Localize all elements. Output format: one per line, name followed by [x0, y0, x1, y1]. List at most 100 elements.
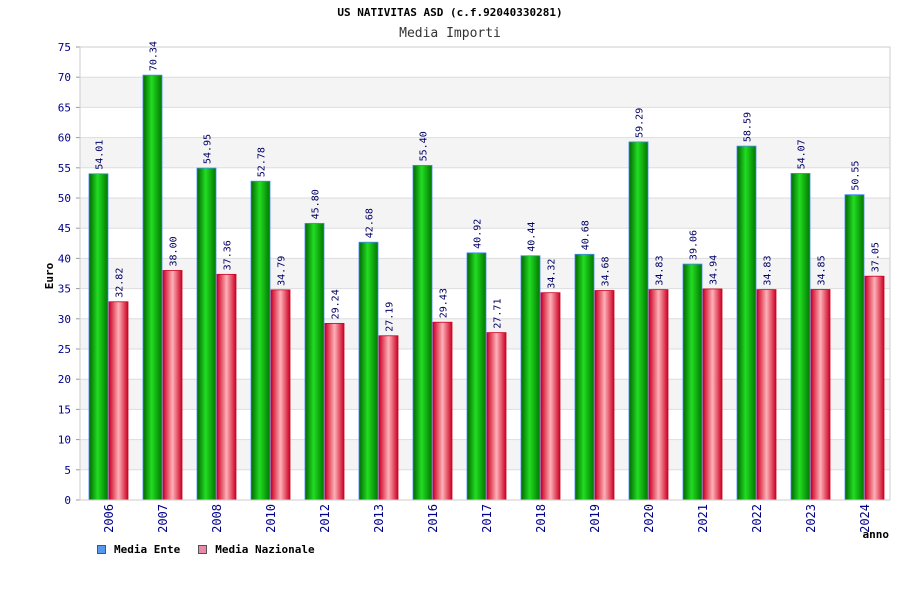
data-label: 70.34	[149, 41, 160, 71]
x-tick-label-2006: 2006	[102, 504, 116, 533]
legend-label-media-nazionale: Media Nazionale	[215, 543, 315, 556]
x-tick-label-2008: 2008	[210, 504, 224, 533]
data-label: 40.92	[473, 219, 484, 249]
data-label: 34.68	[601, 256, 612, 286]
bar-media-nazionale-2018	[540, 292, 561, 501]
bar-media-nazionale-2022	[756, 289, 777, 501]
x-tick-label-2020: 2020	[642, 504, 656, 533]
legend-swatch-media-nazionale	[198, 545, 208, 554]
bar-media-ente-2019	[574, 253, 595, 501]
data-label: 40.44	[527, 222, 538, 252]
data-label: 39.06	[689, 230, 700, 260]
bar-media-nazionale-2017	[486, 332, 507, 501]
data-label: 40.68	[581, 220, 592, 250]
y-tick-label: 40	[58, 252, 71, 265]
x-axis-label: anno	[863, 528, 890, 541]
bar-media-ente-2024	[844, 194, 865, 501]
data-label: 54.95	[203, 134, 214, 164]
bar-media-ente-2010	[250, 180, 271, 501]
data-label: 29.43	[439, 288, 450, 318]
bar-media-ente-2016	[412, 164, 433, 501]
bar-media-nazionale-2013	[378, 335, 399, 501]
y-axis-label: Euro	[43, 262, 56, 289]
x-tick-label-2007: 2007	[156, 504, 170, 533]
bar-media-ente-2018	[520, 255, 541, 501]
legend-swatch-media-ente	[97, 545, 106, 554]
y-tick-label: 55	[58, 162, 71, 175]
data-label: 34.94	[709, 255, 720, 285]
y-tick-label: 75	[58, 41, 71, 54]
x-tick-label-2023: 2023	[804, 504, 818, 533]
bar-media-ente-2023	[790, 173, 811, 501]
y-tick-label: 65	[58, 101, 71, 114]
data-label: 37.36	[223, 240, 234, 270]
data-label: 42.68	[365, 208, 376, 238]
chart-legend: Media Ente Media Nazionale	[97, 543, 315, 556]
bar-media-nazionale-2024	[864, 275, 885, 501]
y-tick-label: 70	[58, 71, 71, 84]
y-tick-label: 45	[58, 222, 71, 235]
x-tick-label-2010: 2010	[264, 504, 278, 533]
data-label: 50.55	[851, 161, 862, 191]
y-tick-label: 60	[58, 132, 71, 145]
x-tick-label-2017: 2017	[480, 504, 494, 533]
y-tick-label: 10	[58, 434, 71, 447]
y-tick-label: 50	[58, 192, 71, 205]
bar-media-nazionale-2006	[108, 301, 129, 501]
data-label: 29.24	[331, 289, 342, 319]
data-label: 32.82	[115, 268, 126, 298]
bar-media-nazionale-2020	[648, 289, 669, 501]
chart-title: US NATIVITAS ASD (c.f.92040330281)	[337, 6, 563, 19]
bar-media-nazionale-2023	[810, 289, 831, 501]
legend-item-media-ente: Media Ente	[97, 543, 180, 556]
bar-media-ente-2021	[682, 263, 703, 501]
bar-media-nazionale-2008	[216, 273, 237, 501]
data-label: 34.83	[655, 256, 666, 286]
y-tick-label: 35	[58, 283, 71, 296]
bar-media-ente-2017	[466, 252, 487, 501]
bar-media-nazionale-2019	[594, 290, 615, 501]
bar-media-nazionale-2012	[324, 322, 345, 501]
data-label: 54.07	[797, 139, 808, 169]
x-tick-label-2019: 2019	[588, 504, 602, 533]
bar-media-ente-2020	[628, 141, 649, 501]
data-label: 34.32	[547, 259, 558, 289]
data-label: 55.40	[419, 131, 430, 161]
x-tick-label-2024: 2024	[858, 504, 872, 533]
y-tick-label: 5	[64, 464, 71, 477]
bar-media-ente-2008	[196, 167, 217, 501]
data-label: 37.05	[871, 242, 882, 272]
grid-band	[80, 77, 890, 108]
data-label: 59.29	[635, 108, 646, 138]
bar-media-ente-2006	[88, 173, 109, 501]
bar-media-nazionale-2016	[432, 321, 453, 501]
data-label: 58.59	[743, 112, 754, 142]
bar-media-ente-2013	[358, 241, 379, 501]
data-label: 34.79	[277, 256, 288, 286]
y-tick-label: 20	[58, 373, 71, 386]
data-label: 52.78	[257, 147, 268, 177]
bar-media-nazionale-2007	[162, 270, 183, 501]
data-label: 45.80	[311, 189, 322, 219]
data-label: 34.83	[763, 256, 774, 286]
x-tick-label-2018: 2018	[534, 504, 548, 533]
bar-media-ente-2022	[736, 145, 757, 501]
y-tick-label: 30	[58, 313, 71, 326]
x-tick-label-2022: 2022	[750, 504, 764, 533]
x-tick-label-2021: 2021	[696, 504, 710, 533]
y-tick-label: 0	[64, 494, 71, 507]
x-tick-label-2012: 2012	[318, 504, 332, 533]
legend-label-media-ente: Media Ente	[114, 543, 181, 556]
data-label: 27.71	[493, 299, 504, 329]
y-tick-label: 25	[58, 343, 71, 356]
legend-item-media-nazionale: Media Nazionale	[198, 543, 315, 556]
bar-media-ente-2007	[142, 74, 163, 501]
x-tick-label-2016: 2016	[426, 504, 440, 533]
x-tick-label-2013: 2013	[372, 504, 386, 533]
data-label: 27.19	[385, 302, 396, 332]
bar-media-nazionale-2010	[270, 289, 291, 501]
data-label: 38.00	[169, 236, 180, 266]
bar-media-ente-2012	[304, 222, 325, 501]
bar-media-nazionale-2021	[702, 288, 723, 501]
